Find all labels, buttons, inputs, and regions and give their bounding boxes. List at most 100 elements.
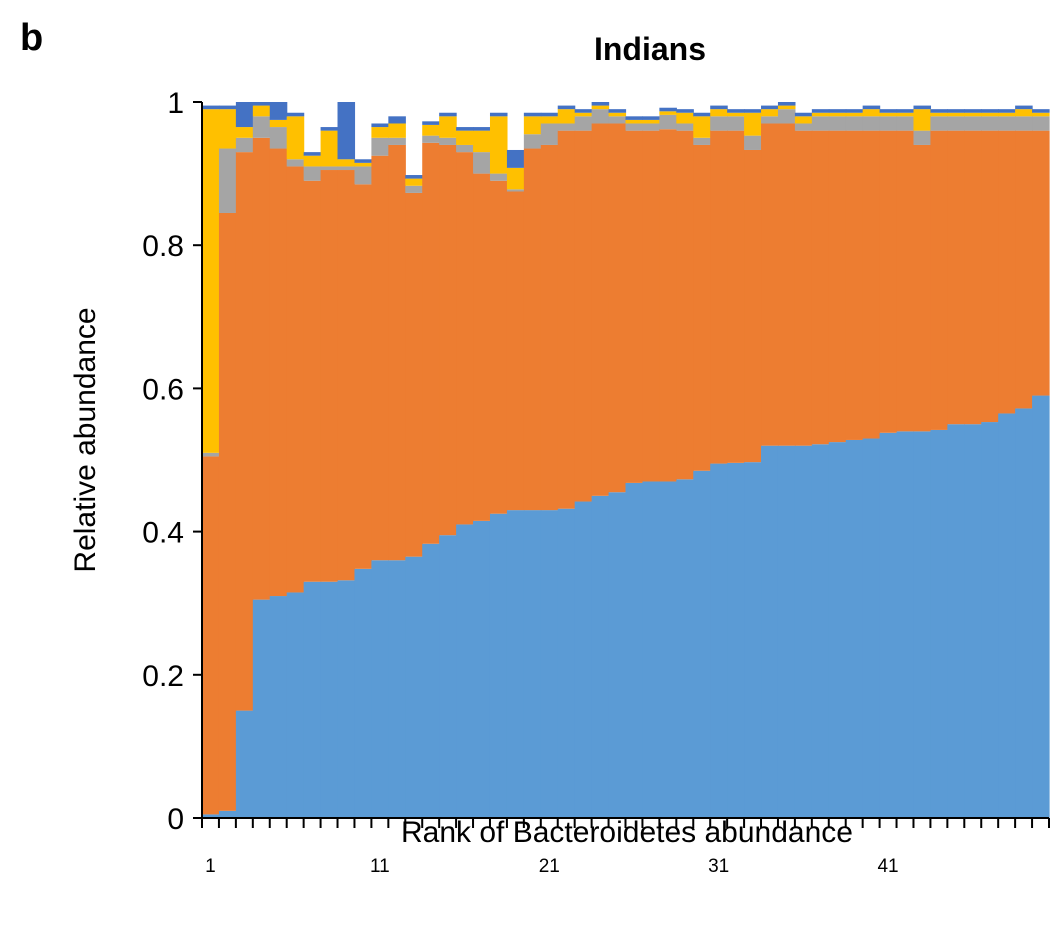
bar-segment-4-rank-31	[710, 109, 728, 117]
bar-segment-3-rank-11	[371, 137, 389, 156]
bar-segment-5-rank-1	[202, 105, 220, 110]
bar-segment-2-rank-42	[896, 130, 915, 432]
bar-segment-1-rank-10	[354, 568, 372, 818]
bar-segment-5-rank-22	[557, 105, 576, 110]
bar-segment-5-rank-29	[676, 109, 694, 113]
bar-segment-4-rank-44	[930, 112, 948, 117]
bar-segment-3-rank-5	[269, 127, 288, 149]
bar-segment-3-rank-28	[659, 114, 677, 130]
bar-segment-3-rank-15	[439, 137, 457, 145]
bar-segment-2-rank-26	[625, 130, 644, 483]
bar-segment-5-rank-4	[252, 102, 271, 106]
bar-segment-1-rank-9	[337, 580, 356, 818]
bar-segment-3-rank-41	[879, 116, 898, 131]
bar-segment-4-rank-49	[1015, 109, 1033, 117]
bar-segment-1-rank-3	[235, 710, 254, 818]
bar-segment-2-rank-21	[540, 144, 559, 511]
bar-segment-5-rank-40	[862, 105, 881, 110]
bar-segment-2-rank-29	[676, 130, 694, 480]
bar-segment-5-rank-20	[523, 112, 542, 117]
y-tick-label: 0	[167, 803, 184, 836]
bar-segment-4-rank-12	[388, 123, 406, 138]
bar-segment-5-rank-24	[591, 102, 610, 106]
bar-segment-2-rank-15	[439, 144, 457, 536]
x-tick-label: 41	[877, 856, 898, 877]
bar-segment-1-rank-25	[608, 492, 627, 818]
bar-segment-5-rank-2	[218, 105, 237, 110]
bar-segment-1-rank-48	[998, 413, 1016, 818]
bar-segment-3-rank-7	[303, 166, 322, 181]
bar-segment-4-rank-28	[659, 111, 677, 115]
bar-segment-5-rank-47	[981, 109, 999, 113]
bar-segment-2-rank-36	[794, 130, 813, 446]
bar-segment-2-rank-18	[489, 180, 508, 514]
bar-segment-2-rank-6	[286, 166, 305, 593]
bar-segment-5-rank-46	[964, 109, 982, 113]
bar-segment-4-rank-4	[252, 105, 271, 117]
bar-segment-2-rank-34	[761, 123, 779, 446]
bar-segment-2-rank-4	[252, 137, 271, 600]
bar-segment-2-rank-1	[202, 456, 220, 815]
bar-segment-4-rank-15	[439, 116, 457, 138]
bar-segment-3-rank-3	[235, 137, 254, 153]
bar-segment-1-rank-17	[473, 520, 491, 818]
bar-segment-1-rank-27	[642, 481, 660, 818]
bar-segment-3-rank-42	[896, 116, 915, 131]
bar-segment-5-rank-21	[540, 112, 559, 117]
bar-segment-5-rank-35	[777, 102, 796, 106]
bar-segment-2-rank-14	[422, 142, 440, 544]
bar-segment-3-rank-24	[591, 109, 610, 124]
bar-segment-5-rank-43	[913, 105, 932, 110]
bar-segment-1-rank-26	[625, 482, 644, 818]
bar-segment-2-rank-41	[879, 130, 898, 433]
bar-segment-1-rank-38	[828, 442, 847, 818]
bar-segment-3-rank-20	[523, 134, 542, 149]
bar-segment-1-rank-14	[422, 543, 440, 818]
bar-segment-4-rank-41	[879, 112, 898, 117]
bar-segment-5-rank-28	[659, 107, 677, 112]
bar-segment-5-rank-3	[235, 102, 254, 128]
bar-segment-4-rank-3	[235, 127, 254, 138]
bar-segment-1-rank-2	[218, 810, 237, 818]
bar-segment-5-rank-27	[642, 116, 660, 120]
bar-segment-3-rank-45	[947, 116, 965, 131]
bar-segment-2-rank-20	[523, 148, 542, 511]
bar-segment-2-rank-7	[303, 180, 322, 582]
bar-segment-3-rank-17	[473, 152, 491, 174]
bar-segment-2-rank-44	[930, 130, 948, 430]
bar-segment-3-rank-13	[405, 185, 423, 193]
bar-segment-1-rank-35	[777, 445, 796, 818]
bar-segment-5-rank-10	[354, 159, 372, 163]
bar-segment-2-rank-45	[947, 130, 965, 425]
bar-segment-2-rank-22	[557, 130, 576, 509]
bar-segment-3-rank-6	[286, 159, 305, 167]
bar-segment-3-rank-29	[676, 123, 694, 131]
bar-segment-2-rank-17	[473, 173, 491, 521]
axes-group	[193, 101, 1050, 828]
bar-segment-5-rank-12	[388, 116, 406, 124]
bar-segment-3-rank-48	[998, 116, 1016, 131]
x-tick-label: 31	[708, 856, 729, 877]
bar-segment-3-rank-21	[540, 123, 559, 145]
bar-segment-2-rank-25	[608, 123, 627, 493]
bar-segment-3-rank-34	[761, 116, 779, 124]
bar-segment-4-rank-2	[218, 109, 237, 149]
bar-segment-3-rank-19	[506, 189, 525, 192]
bar-segment-3-rank-26	[625, 123, 644, 131]
chart-title: Indians	[594, 31, 706, 67]
bar-segment-4-rank-7	[303, 155, 322, 167]
bar-segment-3-rank-46	[964, 116, 982, 131]
bar-segment-1-rank-33	[744, 462, 762, 818]
bar-segment-1-rank-42	[896, 431, 915, 818]
bar-segment-1-rank-30	[693, 470, 711, 818]
bar-segment-1-rank-19	[506, 510, 525, 818]
bar-segment-5-rank-15	[439, 112, 457, 117]
bar-segment-4-rank-13	[405, 178, 423, 186]
bar-segment-2-rank-11	[371, 155, 389, 561]
bar-segment-3-rank-2	[218, 148, 237, 213]
bar-segment-3-rank-36	[794, 123, 813, 131]
bar-segment-1-rank-24	[591, 495, 610, 818]
x-tick-label: 11	[370, 856, 390, 877]
bar-segment-4-rank-20	[523, 116, 542, 135]
bar-segment-5-rank-49	[1015, 105, 1033, 110]
